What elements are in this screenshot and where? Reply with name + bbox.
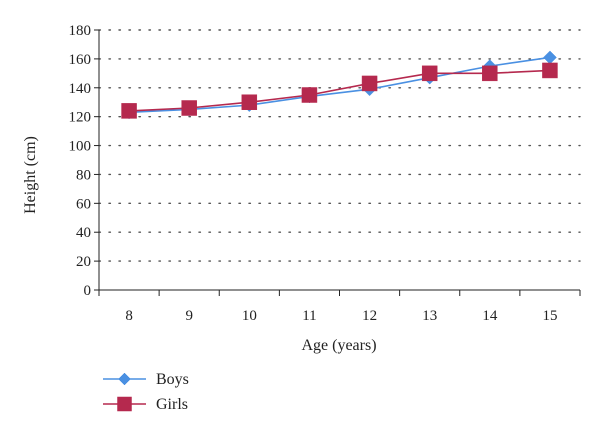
x-tick-label: 12 xyxy=(362,308,377,324)
series-layer xyxy=(121,50,558,120)
legend-label-boys: Boys xyxy=(156,371,189,388)
y-tick-label: 160 xyxy=(69,52,92,68)
y-tick-label: 0 xyxy=(84,283,92,299)
x-tick-label: 8 xyxy=(125,308,133,324)
legend-label-girls: Girls xyxy=(156,396,188,413)
y-tick-label: 80 xyxy=(76,167,91,183)
y-tick-label: 60 xyxy=(76,196,91,212)
data-point-girls xyxy=(241,94,258,110)
legend-marker-girls xyxy=(117,396,132,412)
y-tick-label: 40 xyxy=(76,225,91,241)
legend: Boys Girls xyxy=(103,371,189,413)
data-point-girls xyxy=(542,62,558,79)
y-tick-label: 20 xyxy=(76,254,91,270)
gridlines xyxy=(98,29,581,262)
x-tick-label: 10 xyxy=(242,308,257,324)
x-axis-title: Age (years) xyxy=(301,337,376,354)
y-axis-title: Height (cm) xyxy=(22,136,39,214)
series-line-boys xyxy=(129,56,551,114)
legend-marker-boys xyxy=(118,372,131,386)
y-axis-ticks: 0 20 40 60 80 100 120 140 160 180 xyxy=(69,23,99,299)
x-tick-label: 14 xyxy=(482,308,498,324)
y-tick-label: 100 xyxy=(69,139,92,155)
data-point-girls xyxy=(301,87,318,103)
x-tick-label: 13 xyxy=(422,308,437,324)
x-tick-label: 11 xyxy=(302,308,316,324)
x-axis-ticks: 8 9 10 11 12 13 14 15 xyxy=(98,290,581,324)
data-point-girls xyxy=(181,100,197,116)
data-point-girls xyxy=(482,65,498,82)
x-tick-label: 15 xyxy=(542,308,557,324)
data-point-girls xyxy=(121,103,137,119)
y-tick-label: 120 xyxy=(69,110,92,126)
data-point-girls xyxy=(421,65,438,82)
y-tick-label: 140 xyxy=(69,81,92,97)
data-point-girls xyxy=(361,75,378,92)
y-tick-label: 180 xyxy=(69,23,92,39)
data-point-boys xyxy=(543,50,557,65)
series-line-girls xyxy=(129,69,550,112)
axes xyxy=(98,30,580,291)
x-tick-label: 9 xyxy=(185,308,193,324)
